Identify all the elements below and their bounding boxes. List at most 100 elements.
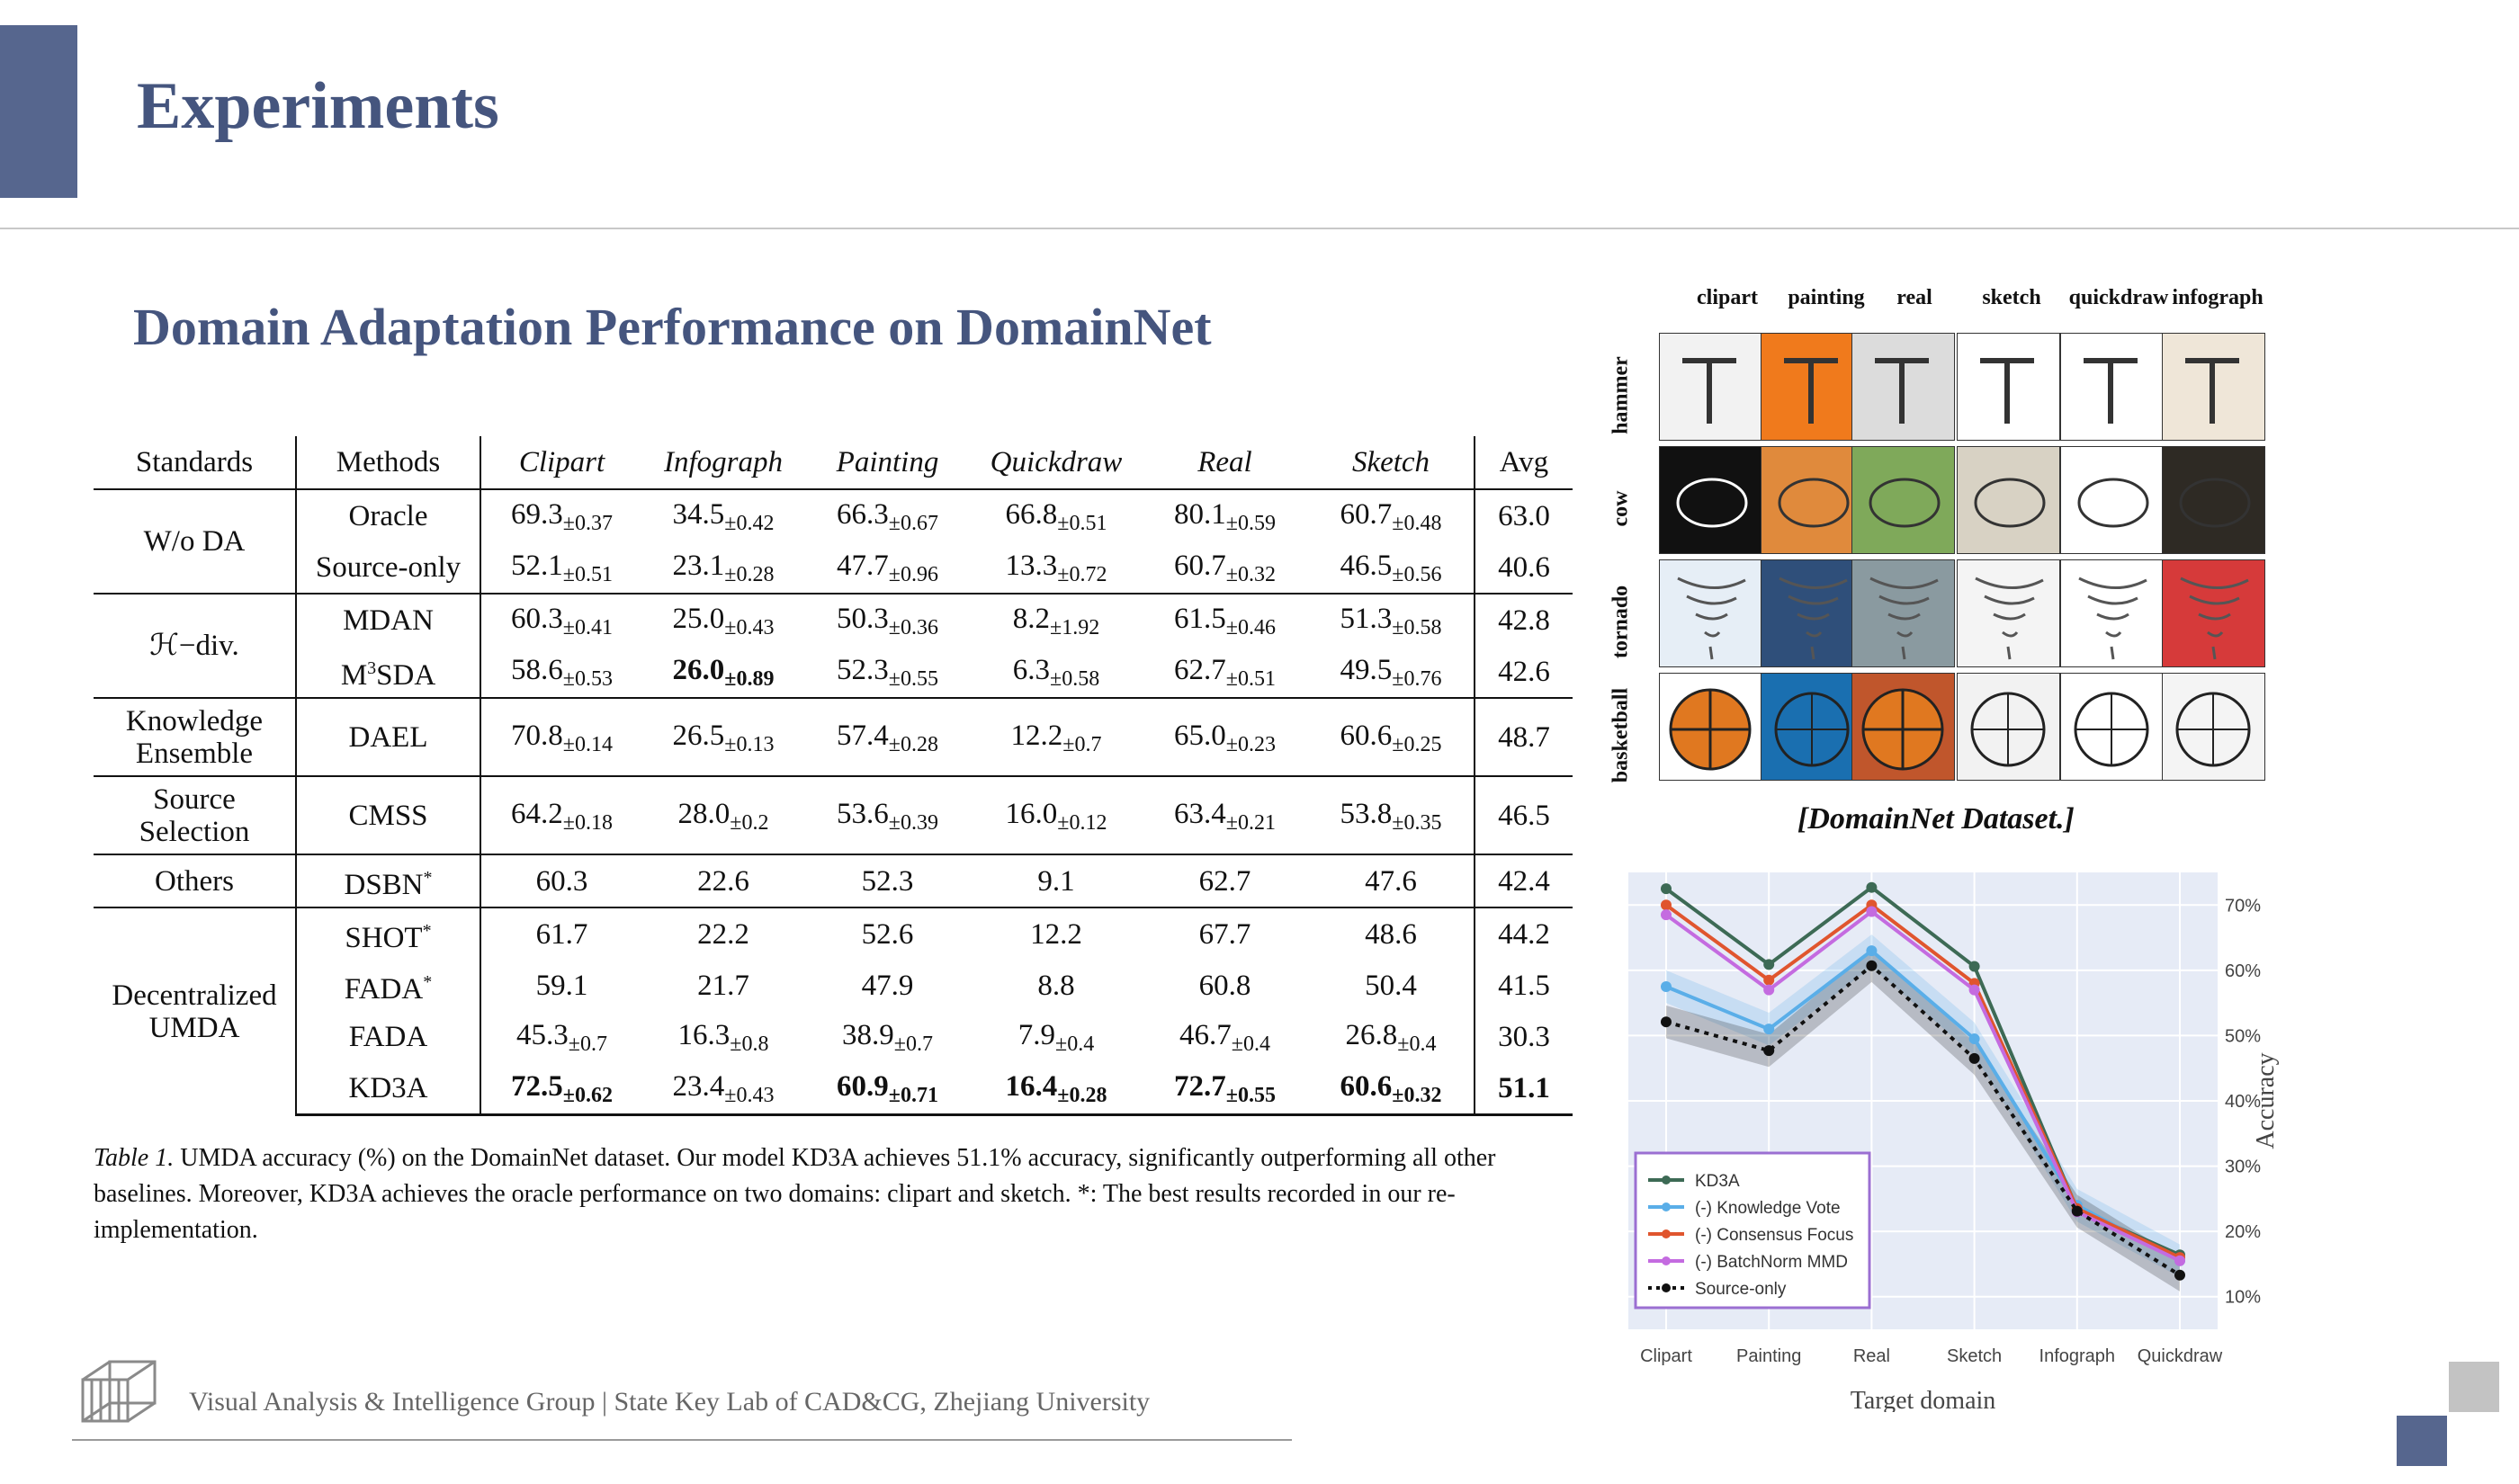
cell-mean: 72.7 <box>1174 1070 1226 1103</box>
cell-std: ±0.21 <box>1225 811 1276 835</box>
table-row: KD3A 72.5±0.62 23.4±0.43 60.9±0.71 16.4±0.2… <box>94 1062 1573 1116</box>
series-point <box>1866 945 1878 957</box>
cell-mean: 38.9 <box>842 1019 894 1051</box>
cell-std: ±0.14 <box>562 733 613 756</box>
dataset-image-tile <box>1957 446 2060 554</box>
cell-std: ±0.46 <box>1225 616 1276 639</box>
header-quickdraw: Quickdraw <box>971 436 1142 490</box>
cell-std: ±0.62 <box>562 1084 613 1107</box>
cell-mean: 44.2 <box>1498 917 1550 951</box>
table-cell: 66.8±0.51 <box>971 489 1142 541</box>
cell-mean: 60.3 <box>535 864 588 898</box>
header-divider <box>0 228 2519 229</box>
header-real: Real <box>1142 436 1308 490</box>
cell-mean: 57.4 <box>837 720 889 752</box>
m3sda-a: M <box>340 658 368 692</box>
series-band <box>1666 934 2180 1277</box>
y-tick-label: 70% <box>2225 896 2261 916</box>
cell-std: ±0.76 <box>1392 667 1442 691</box>
cell-std: ±0.56 <box>1392 563 1442 586</box>
cell-mean: 12.2 <box>1030 917 1082 951</box>
group-source-selection: Source Selection <box>94 775 297 854</box>
series-point <box>1661 909 1672 921</box>
series-band <box>1666 949 2180 1292</box>
dataset-image-tile <box>1761 333 1864 441</box>
accuracy-line-chart: 10% 20% 30% 40% 50% 60% 70% Clipart Painting Real… <box>1610 872 2294 1417</box>
cell-std: ±0.4 <box>1231 1033 1270 1056</box>
table-cell: 50.4 <box>1308 960 1475 1011</box>
method-m3sda: M3SDA <box>296 646 481 698</box>
header-infograph: Infograph <box>642 436 804 490</box>
dataset-image-tile <box>1761 559 1864 667</box>
method-mdan: MDAN <box>296 593 481 646</box>
table-row: Others DSBN* 60.3 22.6 52.3 9.1 62.7 47.6 42.4 <box>94 854 1573 907</box>
cell-mean: 48.7 <box>1498 720 1550 754</box>
series-point <box>1866 906 1878 917</box>
cell-mean: 49.5 <box>1340 654 1393 686</box>
dataset-image-tile <box>2162 333 2265 441</box>
table-cell: 72.7±0.55 <box>1142 1062 1308 1116</box>
method-dael: DAEL <box>296 697 481 776</box>
cell-std: ±0.2 <box>730 811 769 835</box>
cell-mean: 42.8 <box>1498 603 1550 637</box>
series-point <box>1763 984 1775 996</box>
y-tick-label: 20% <box>2225 1222 2261 1242</box>
cell-mean: 80.1 <box>1174 498 1226 531</box>
legend-label: (-) Knowledge Vote <box>1695 1199 1841 1218</box>
series-line <box>1664 909 2181 1263</box>
group-h-div: ℋ−div. <box>94 593 297 698</box>
series-point <box>1763 1045 1775 1057</box>
y-tick-label: 60% <box>2225 961 2261 981</box>
cell-std: ±0.32 <box>1392 1084 1442 1107</box>
x-tick-label: Sketch <box>1947 1346 2002 1366</box>
legend-label: (-) BatchNorm MMD <box>1695 1253 1848 1272</box>
cell-mean: 8.8 <box>1037 969 1075 1002</box>
cell-std: ±0.37 <box>562 512 613 535</box>
domainnet-dataset-figure: clipart painting real sketch quickdraw i… <box>1601 286 2285 844</box>
cell-std: ±0.28 <box>888 733 938 756</box>
cell-std: ±0.41 <box>562 616 613 639</box>
cell-mean: 72.5 <box>511 1070 563 1103</box>
table-cell: 53.6±0.39 <box>804 775 971 854</box>
cell-mean: 42.4 <box>1498 864 1550 898</box>
cell-mean: 42.6 <box>1498 655 1550 688</box>
table-cell: 53.8±0.35 <box>1308 775 1475 854</box>
cell-std: ±0.25 <box>1392 733 1442 756</box>
row-basketball: basketball <box>1609 687 1633 783</box>
shot-label: SHOT <box>345 921 423 954</box>
table-cell: 9.1 <box>971 854 1142 907</box>
cell-mean: 59.1 <box>535 969 588 1002</box>
series-point <box>1968 1033 1980 1045</box>
x-tick-label: Painting <box>1736 1346 1801 1366</box>
header-avg: Avg <box>1474 436 1573 490</box>
col-infograph: infograph <box>2172 286 2264 309</box>
table-cell: 8.2±1.92 <box>971 593 1142 646</box>
table-cell: 26.5±0.13 <box>642 697 804 776</box>
cell-std: ±0.13 <box>724 733 775 756</box>
series-point <box>1661 883 1672 895</box>
cell-mean: 34.5 <box>672 498 725 531</box>
method-oracle: Oracle <box>296 489 481 541</box>
cell-std: ±0.51 <box>1057 512 1107 535</box>
cell-std: ±0.8 <box>730 1033 769 1056</box>
cell-mean: 22.6 <box>697 864 749 898</box>
cell-mean: 60.9 <box>837 1070 889 1103</box>
cell-mean: 26.5 <box>672 720 725 752</box>
section-title: Domain Adaptation Performance on DomainN… <box>133 298 1212 356</box>
table-cell: 44.2 <box>1474 907 1573 960</box>
table-cell: 52.3±0.55 <box>804 646 971 698</box>
cell-mean: 52.3 <box>837 654 889 686</box>
dataset-image-tile <box>1761 446 1864 554</box>
table-caption: Table 1. UMDA accuracy (%) on the Domain… <box>94 1140 1569 1248</box>
method-fada: FADA <box>296 1011 481 1062</box>
cell-std: ±0.51 <box>562 563 613 586</box>
cell-mean: 22.2 <box>697 917 749 951</box>
row-tornado: tornado <box>1609 585 1633 659</box>
col-clipart: clipart <box>1697 286 1758 309</box>
table-cell: 59.1 <box>480 960 642 1011</box>
dataset-image-tile <box>2162 559 2265 667</box>
caption-label: Table 1. <box>94 1144 175 1172</box>
y-tick-label: 30% <box>2225 1158 2261 1177</box>
cell-std: ±0.7 <box>1062 733 1102 756</box>
cell-std: ±0.51 <box>1225 667 1276 691</box>
